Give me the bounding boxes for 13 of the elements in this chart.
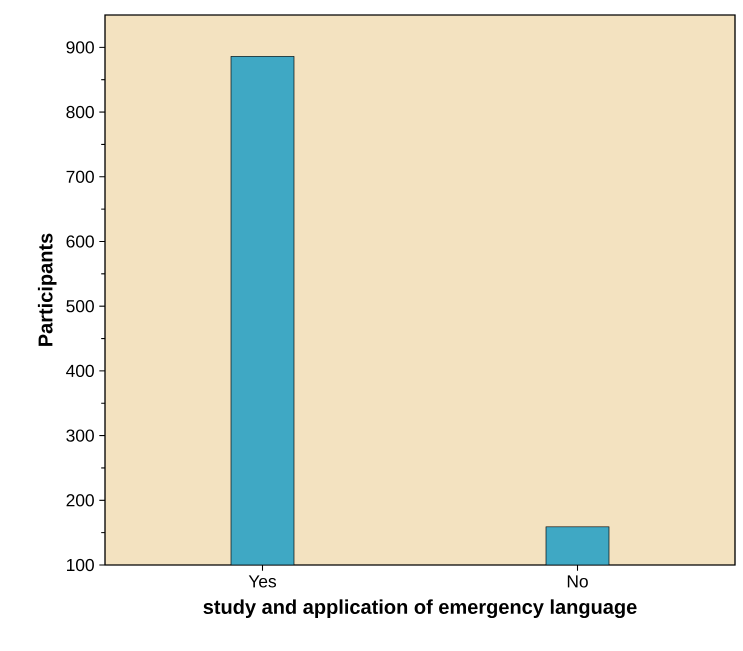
y-tick-label: 600: [66, 235, 94, 248]
y-tick-label: 900: [66, 41, 94, 54]
y-tick-label: 400: [66, 364, 94, 378]
y-tick-label: 100: [66, 558, 94, 572]
x-axis-title: study and application of emergency language: [203, 599, 637, 618]
y-tick-label: 700: [66, 170, 94, 183]
x-tick-label: Yes: [248, 575, 276, 588]
y-axis-title: Participants: [38, 234, 57, 346]
x-tick-label: No: [568, 575, 588, 588]
y-tick-label: 200: [66, 494, 94, 506]
y-tick-label: 800: [66, 106, 94, 118]
y-tick-label: 500: [66, 300, 94, 312]
y-tick-label: 300: [66, 429, 94, 442]
